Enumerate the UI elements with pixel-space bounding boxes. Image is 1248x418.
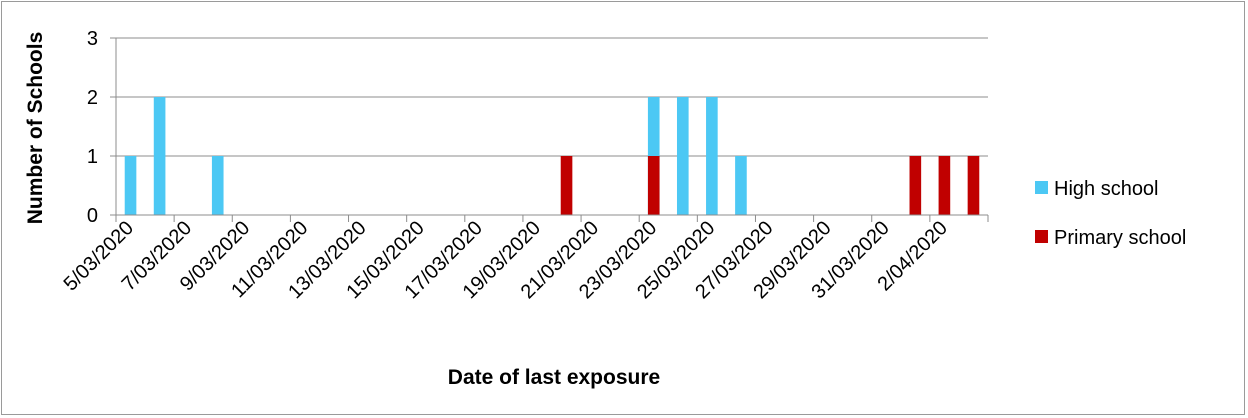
legend: High school Primary school (1035, 178, 1186, 249)
axes (110, 37, 989, 222)
bar-high-school-6/03/2020 (153, 97, 166, 215)
y-tick-label: 0 (87, 205, 98, 227)
y-tick-label: 3 (87, 28, 98, 50)
y-tick-labels: 0 1 2 3 (87, 28, 98, 227)
bar-primary-school-1/04/2020 (909, 156, 922, 215)
bar-primary-school-2/04/2020 (938, 156, 951, 215)
bar-primary-school-3/04/2020 (967, 156, 980, 215)
legend-swatch-primary-school (1035, 230, 1048, 243)
bar-high-school-26/03/2020 (735, 156, 747, 215)
y-tick-label: 1 (87, 146, 98, 168)
y-axis-title: Number of Schools (24, 32, 47, 225)
bar-primary-school-23/03/2020 (647, 156, 660, 215)
bar-primary-school-20/03/2020 (560, 156, 573, 215)
bars (124, 97, 980, 215)
x-axis-title: Date of last exposure (448, 366, 660, 389)
x-tick-labels: 5/03/20207/03/20209/03/202011/03/202013/… (60, 217, 952, 303)
bar-high-school-8/03/2020 (211, 156, 224, 215)
legend-swatch-high-school (1035, 181, 1048, 194)
bar-high-school-24/03/2020 (676, 97, 689, 215)
legend-label-primary-school: Primary school (1054, 227, 1186, 249)
gridlines (116, 37, 988, 216)
y-tick-label: 2 (87, 87, 98, 109)
legend-label-high-school: High school (1054, 178, 1159, 200)
bar-high-school-25/03/2020 (706, 97, 718, 215)
bar-high-school-5/03/2020 (124, 156, 137, 215)
